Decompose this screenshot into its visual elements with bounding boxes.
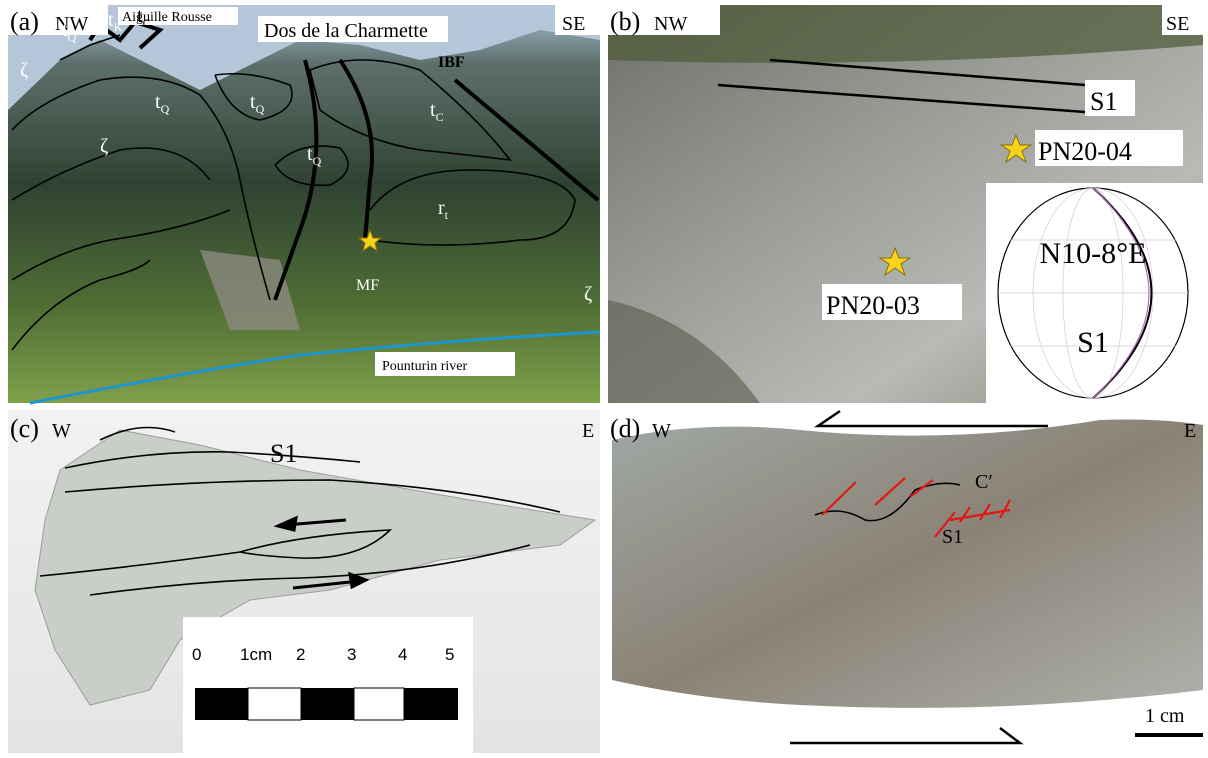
- direction: NW: [654, 13, 687, 35]
- ridge-label: Dos de la Charmette: [264, 20, 428, 42]
- unit-label: tQ: [62, 19, 77, 44]
- label-box: [1162, 5, 1203, 35]
- direction: E: [1184, 420, 1196, 442]
- vegetation: [608, 5, 1203, 63]
- scale-number: 5: [445, 645, 454, 664]
- unit-labels: tQ tK tC ζ tQ ζ tQ tC tQ rt ζ: [20, 5, 592, 305]
- unit-label: tK: [108, 9, 123, 34]
- stereonet: [997, 187, 1189, 399]
- shear-trace: [814, 482, 961, 522]
- star: [357, 228, 383, 253]
- stereonet-label: S1: [1077, 326, 1109, 359]
- panel-tag: (c): [10, 414, 39, 443]
- shear-arrows: [273, 515, 370, 590]
- label-box: [608, 5, 720, 35]
- fault-label: MF: [356, 277, 379, 294]
- label-box: [555, 5, 600, 35]
- scale-number: 1cm: [240, 645, 272, 664]
- shear-label: C′: [975, 471, 993, 493]
- sample-label: PN20-03: [826, 291, 920, 320]
- scale-number: 0: [192, 645, 201, 664]
- ground: [608, 300, 760, 403]
- scale-number: 3: [347, 645, 356, 664]
- unit-label: ζ: [584, 283, 592, 305]
- panel-a: (a) NW SE Aiguille Rousse Dos de la Char…: [8, 5, 601, 405]
- direction: W: [652, 420, 671, 442]
- unit-label: tC: [430, 99, 444, 124]
- label-box: [822, 284, 962, 320]
- foliation-line: [717, 83, 1086, 114]
- panel-tag: (b): [610, 7, 640, 36]
- scale-card: [183, 617, 473, 753]
- unit-label: tQ: [155, 91, 170, 116]
- direction: NW: [55, 13, 88, 35]
- foliation-label: S1: [1090, 87, 1117, 116]
- direction: SE: [1166, 13, 1189, 35]
- photo-a: [8, 5, 600, 403]
- direction: E: [582, 420, 594, 442]
- peak-label: Aiguille Rousse: [122, 10, 212, 25]
- unit-label: tQ: [307, 143, 322, 168]
- scale-numbers: 0 1cm 2 3 4 5: [192, 645, 454, 664]
- scale-bar: [195, 687, 458, 721]
- faults: [88, 19, 600, 301]
- panel-b: (b) NW SE S1 PN20-04 PN20-03 N10-8°E S1: [608, 5, 1203, 403]
- scale-label: 1 cm: [1145, 705, 1185, 727]
- river-label: Pounturin river: [382, 359, 467, 374]
- sample-label: PN20-04: [1038, 137, 1132, 166]
- label-box: [118, 7, 238, 25]
- unit-label: rt: [438, 197, 449, 222]
- fabric-marks: [821, 477, 1011, 538]
- scale-number: 2: [296, 645, 305, 664]
- panel-d: (d) W E C′ S1 1 cm: [608, 409, 1203, 753]
- shear-sense: [790, 409, 1048, 745]
- panel-tag: (d): [610, 414, 640, 443]
- star: [878, 246, 912, 277]
- fault-label: IBF: [438, 54, 465, 71]
- unit-label: ζ: [20, 59, 28, 81]
- unit-label: tQ: [250, 91, 265, 116]
- rock-sample: [34, 429, 597, 706]
- unit-label: ζ: [100, 135, 108, 157]
- contacts: [11, 34, 576, 351]
- unit-label: tC: [137, 5, 151, 30]
- foliation-label: S1: [270, 439, 297, 468]
- label-box: [8, 5, 108, 35]
- scale-number: 4: [398, 645, 407, 664]
- scree: [200, 250, 300, 330]
- panel-tag: (a): [10, 7, 39, 36]
- label-box: [1035, 130, 1183, 166]
- rock-sample: [612, 419, 1203, 708]
- label-box: [258, 16, 448, 42]
- direction: W: [52, 420, 71, 442]
- panel-c: 0 1cm 2 3 4 5 (c) W E S1: [8, 410, 600, 753]
- star: [999, 133, 1033, 164]
- foliation-line: [769, 58, 1086, 87]
- foliation-traces: [39, 426, 561, 596]
- foliation-label: S1: [942, 526, 963, 548]
- river-line: [29, 330, 601, 405]
- label-box: [375, 352, 515, 376]
- label-box: [1085, 80, 1135, 116]
- direction: SE: [562, 13, 585, 35]
- stereonet-label: N10-8°E: [1040, 237, 1147, 270]
